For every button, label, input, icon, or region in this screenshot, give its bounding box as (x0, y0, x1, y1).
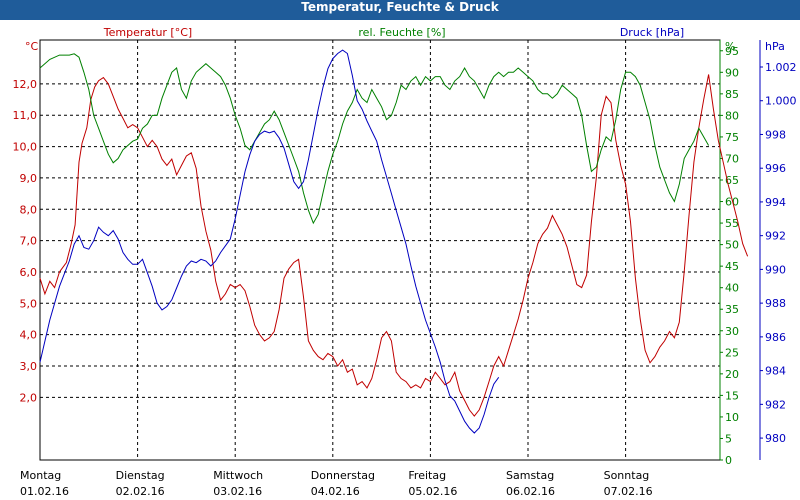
title-bar (0, 0, 800, 20)
pressure-tick-label: 988 (765, 297, 786, 310)
pressure-tick-label: 984 (765, 365, 786, 378)
temperature-tick-label: 10,0 (13, 141, 38, 154)
temperature-tick-label: 7,0 (20, 235, 38, 248)
temperature-tick-label: 5,0 (20, 297, 38, 310)
pressure-tick-label: 982 (765, 398, 786, 411)
humidity-tick-label: 5 (725, 432, 732, 445)
temperature-tick-label: 8,0 (20, 203, 38, 216)
x-date-label: 07.02.16 (604, 485, 653, 498)
pressure-unit: hPa (765, 40, 785, 53)
temperature-unit: °C (25, 40, 39, 53)
pressure-line (39, 49, 500, 434)
x-date-label: 06.02.16 (506, 485, 555, 498)
pressure-tick-label: 998 (765, 128, 786, 141)
pressure-tick-label: 1.002 (765, 61, 797, 74)
humidity-tick-label: 35 (725, 303, 739, 316)
temperature-tick-label: 11,0 (13, 109, 38, 122)
humidity-tick-label: 60 (725, 196, 739, 209)
humidity-tick-label: 10 (725, 411, 739, 424)
x-day-label: Montag (20, 469, 61, 482)
pressure-tick-label: 996 (765, 162, 786, 175)
humidity-tick-label: 80 (725, 109, 739, 122)
x-day-label: Donnerstag (311, 469, 375, 482)
x-date-label: 04.02.16 (311, 485, 360, 498)
x-date-label: 03.02.16 (213, 485, 262, 498)
temperature-line (39, 74, 749, 417)
temperature-tick-label: 6,0 (20, 266, 38, 279)
chart-title: Temperatur, Feuchte & Druck (301, 0, 499, 14)
x-day-label: Mittwoch (213, 469, 263, 482)
pressure-tick-label: 1.000 (765, 95, 797, 108)
temperature-axis-label: Temperatur [°C] (103, 26, 192, 39)
x-date-label: 01.02.16 (20, 485, 69, 498)
pressure-tick-label: 986 (765, 331, 786, 344)
humidity-tick-label: 30 (725, 325, 739, 338)
humidity-line (39, 53, 710, 225)
humidity-tick-label: 20 (725, 368, 739, 381)
humidity-tick-label: 75 (725, 131, 739, 144)
x-day-label: Dienstag (116, 469, 165, 482)
humidity-tick-label: 95 (725, 45, 739, 58)
x-day-label: Samstag (506, 469, 554, 482)
humidity-tick-label: 70 (725, 152, 739, 165)
x-date-label: 02.02.16 (116, 485, 165, 498)
temperature-tick-label: 12,0 (13, 78, 38, 91)
humidity-unit: % (725, 40, 735, 53)
humidity-tick-label: 85 (725, 88, 739, 101)
humidity-tick-label: 15 (725, 389, 739, 402)
humidity-tick-label: 0 (725, 454, 732, 467)
temperature-tick-label: 9,0 (20, 172, 38, 185)
humidity-tick-label: 50 (725, 239, 739, 252)
humidity-tick-label: 40 (725, 282, 739, 295)
humidity-tick-label: 25 (725, 346, 739, 359)
temperature-tick-label: 2,0 (20, 391, 38, 404)
pressure-tick-label: 994 (765, 196, 786, 209)
pressure-tick-label: 990 (765, 263, 786, 276)
humidity-axis-label: rel. Feuchte [%] (358, 26, 445, 39)
pressure-tick-label: 980 (765, 432, 786, 445)
x-date-label: 05.02.16 (408, 485, 457, 498)
humidity-tick-label: 45 (725, 260, 739, 273)
temperature-tick-label: 4,0 (20, 329, 38, 342)
pressure-axis-label: Druck [hPa] (620, 26, 684, 39)
x-day-label: Sonntag (604, 469, 650, 482)
temperature-tick-label: 3,0 (20, 360, 38, 373)
humidity-tick-label: 90 (725, 66, 739, 79)
pressure-tick-label: 992 (765, 230, 786, 243)
x-day-label: Freitag (408, 469, 446, 482)
humidity-tick-label: 55 (725, 217, 739, 230)
